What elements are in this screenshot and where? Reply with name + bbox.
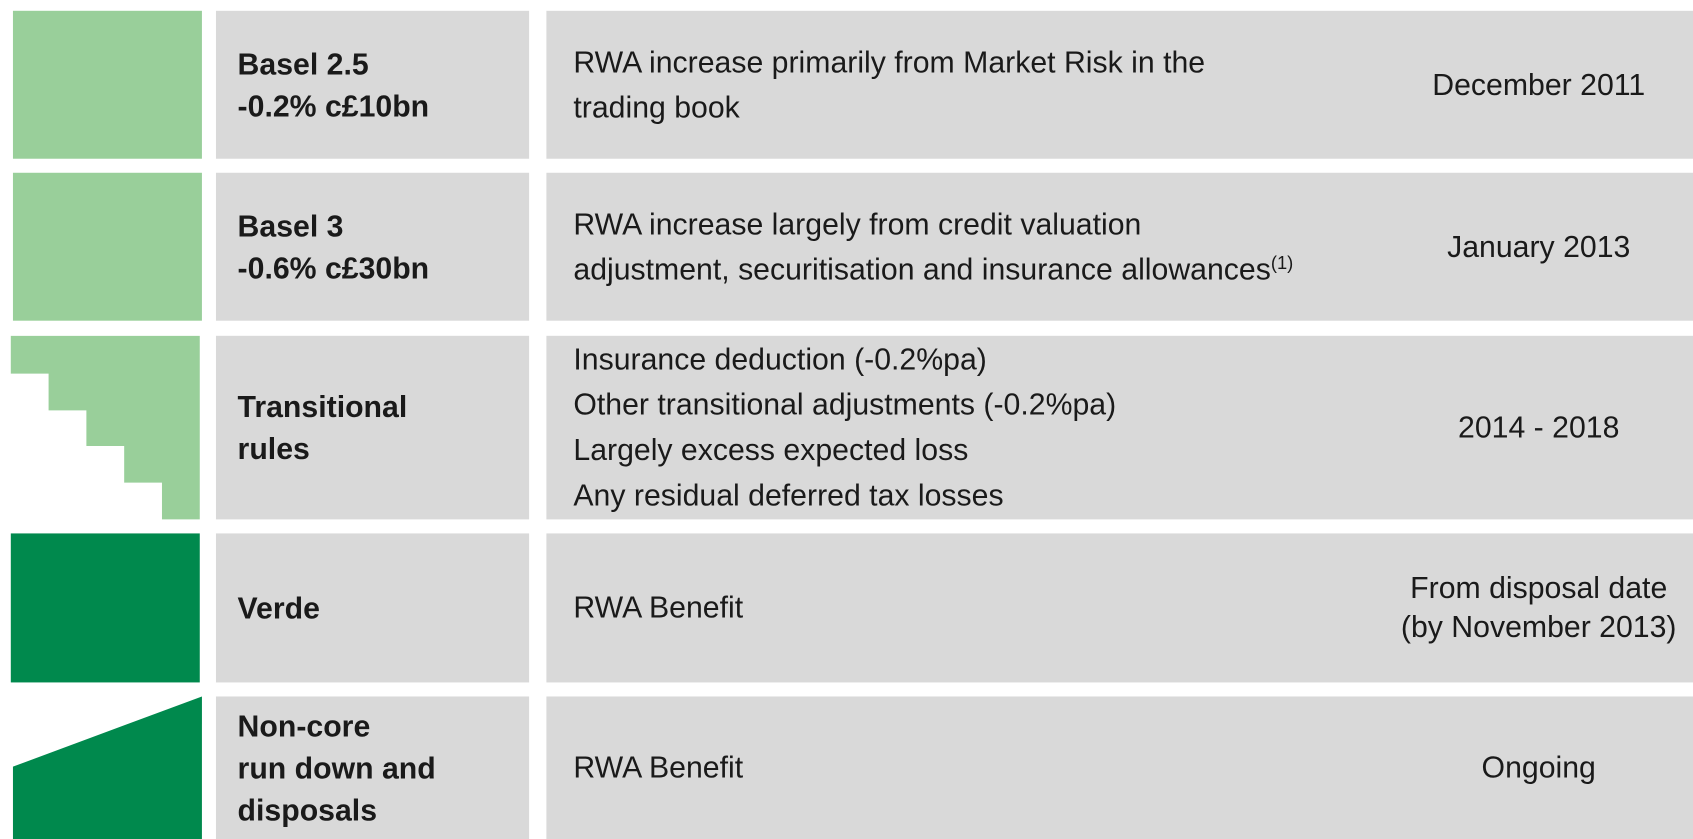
description-text: RWA Benefit: [573, 750, 744, 784]
row-description: RWA increase primarily from Market Risk …: [573, 11, 1458, 159]
date-line: December 2011: [1432, 67, 1646, 101]
icon-block: [10, 533, 200, 683]
icon-block: [12, 172, 202, 321]
description-line: RWA increase primarily from Market Risk …: [573, 39, 1458, 84]
label-line: Basel 2.5: [237, 46, 369, 81]
label-line: Basel 3: [237, 208, 344, 243]
description-text: RWA increase largely from credit valuati…: [573, 206, 1142, 241]
footnote-marker: (1): [1270, 252, 1294, 273]
desc-cell: [546, 533, 1693, 683]
description-text: RWA Benefit: [573, 590, 744, 625]
description-line: RWA increase largely from credit valuati…: [573, 201, 1458, 246]
label-cell: [215, 696, 530, 839]
label-line: -0.2% c£10bn: [237, 89, 430, 123]
desc-cell: [546, 172, 1693, 321]
row-date: January 2013: [1355, 173, 1693, 321]
label-line: Verde: [237, 591, 320, 625]
label-cell: [215, 10, 530, 159]
date-line: (by November 2013): [1400, 610, 1677, 644]
label-line: Transitional: [237, 389, 408, 424]
description-line: RWA Benefit: [573, 585, 1458, 630]
row-label: Basel 2.5 -0.2% c£10bn: [238, 11, 530, 159]
row-description: Insurance deduction (-0.2%pa) Other trans…: [573, 336, 1458, 520]
date-line: January 2013: [1447, 229, 1631, 263]
description-text: Insurance deduction (-0.2%pa): [573, 342, 987, 376]
description-line: Other transitional adjustments (-0.2%pa): [573, 382, 1458, 427]
label-line: run down and: [237, 751, 436, 785]
description-line: adjustment, securitisation and insurance…: [573, 247, 1458, 292]
label-line: -0.6% c£30bn: [237, 251, 430, 285]
description-text: trading book: [573, 90, 740, 124]
row-date: December 2011: [1355, 11, 1693, 159]
label-line: Non-core: [237, 708, 371, 743]
date-line: 2014 - 2018: [1458, 410, 1620, 444]
label-line: rules: [237, 431, 310, 466]
icon-block: [12, 10, 202, 159]
row-date: Ongoing: [1355, 696, 1693, 839]
date-line: From disposal date: [1410, 571, 1668, 605]
description-text: Any residual deferred tax losses: [573, 478, 1004, 512]
description-text: adjustment, securitisation and insurance…: [573, 252, 1271, 286]
date-line: Ongoing: [1481, 750, 1596, 784]
label-cell: [215, 172, 530, 321]
row-description: RWA Benefit: [573, 696, 1458, 839]
description-line: Largely excess expected loss: [573, 428, 1458, 473]
row-date: 2014 - 2018: [1355, 336, 1693, 520]
label-line: disposals: [237, 793, 378, 827]
desc-cell: [546, 10, 1693, 159]
label-cell: [215, 533, 530, 683]
row-label: Basel 3 -0.6% c£30bn: [238, 173, 530, 321]
row-label: Verde: [238, 533, 530, 682]
icon-steps: [10, 335, 200, 520]
description-line: Any residual deferred tax losses: [573, 473, 1458, 518]
label-cell: [215, 335, 530, 520]
row-description: RWA increase largely from credit valuati…: [573, 173, 1458, 321]
desc-cell: [546, 696, 1693, 839]
description-line: trading book: [573, 85, 1458, 130]
description-text: Largely excess expected loss: [573, 432, 969, 467]
description-text: RWA increase primarily from Market Risk …: [573, 44, 1206, 79]
row-description: RWA Benefit: [573, 533, 1458, 682]
desc-cell: [546, 335, 1693, 520]
description-line: RWA Benefit: [573, 745, 1458, 790]
description-text: Other transitional adjustments (-0.2%pa): [573, 387, 1117, 422]
icon-slope: [12, 696, 202, 839]
description-line: Insurance deduction (-0.2%pa): [573, 337, 1458, 382]
row-label: Non-core run down and disposals: [238, 696, 530, 839]
row-date: From disposal date (by November 2013): [1355, 533, 1693, 682]
row-label: Transitional rules: [238, 336, 530, 520]
